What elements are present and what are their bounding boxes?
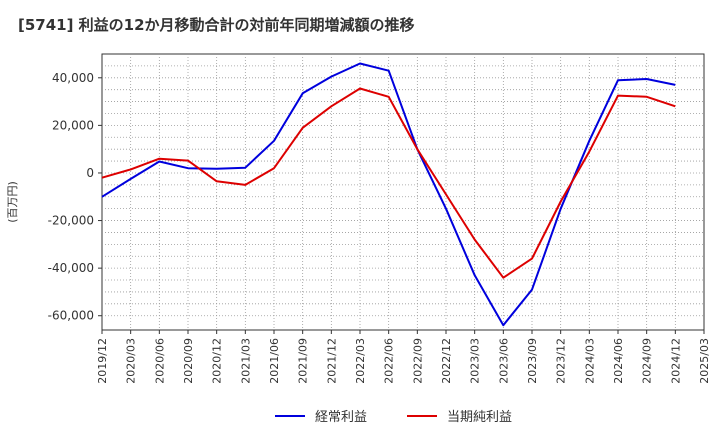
x-axis: 2019/12 2020/03 2020/06 2020/09 2020/12 2021/… xyxy=(96,330,711,384)
x-tick-label: 2022/06 xyxy=(383,338,396,384)
x-tick-label: 2023/12 xyxy=(555,338,568,384)
legend-label-1: 経常利益 xyxy=(315,410,367,425)
x-tick-label: 2024/03 xyxy=(583,338,596,384)
x-tick-label: 2024/06 xyxy=(612,338,625,384)
y-tick-label: 20,000 xyxy=(52,118,94,132)
x-tick-label: 2021/09 xyxy=(297,338,310,384)
chart-title: [5741] 利益の12か月移動合計の対前年同期増減額の推移 xyxy=(18,16,415,34)
y-tick-label: -40,000 xyxy=(48,261,94,275)
x-tick-label: 2021/12 xyxy=(325,338,338,384)
y-tick-label: -60,000 xyxy=(48,309,94,323)
x-tick-label: 2023/09 xyxy=(526,338,539,384)
legend-label-2: 当期純利益 xyxy=(447,410,512,425)
grid xyxy=(102,54,704,330)
series xyxy=(101,62,676,327)
x-tick-label: 2021/06 xyxy=(268,338,281,384)
x-tick-label: 2022/09 xyxy=(411,338,424,384)
x-tick-label: 2020/03 xyxy=(125,338,138,384)
x-tick-label: 2020/06 xyxy=(153,338,166,384)
x-tick-label: 2023/03 xyxy=(469,338,482,384)
x-tick-label: 2020/09 xyxy=(182,338,195,384)
y-axis: 40,000 20,000 0 -20,000 -40,000 -60,000 xyxy=(48,71,102,323)
y-axis-label: (百万円) xyxy=(6,181,19,223)
x-tick-label: 2024/12 xyxy=(669,338,682,384)
y-tick-label: -20,000 xyxy=(48,214,94,228)
x-tick-label: 2019/12 xyxy=(96,338,109,384)
y-tick-label: 40,000 xyxy=(52,71,94,85)
x-tick-label: 2021/03 xyxy=(239,338,252,384)
y-tick-label: 0 xyxy=(86,166,94,180)
series-line-2 xyxy=(101,87,676,279)
x-tick-label: 2020/12 xyxy=(211,338,224,384)
legend: 経常利益 当期純利益 xyxy=(275,410,512,425)
x-tick-label: 2022/12 xyxy=(440,338,453,384)
plot-background xyxy=(101,53,705,331)
x-tick-label: 2023/06 xyxy=(497,338,510,384)
x-tick-label: 2022/03 xyxy=(354,338,367,384)
x-tick-label: 2024/09 xyxy=(641,338,654,384)
x-tick-label: 2025/03 xyxy=(698,338,711,384)
